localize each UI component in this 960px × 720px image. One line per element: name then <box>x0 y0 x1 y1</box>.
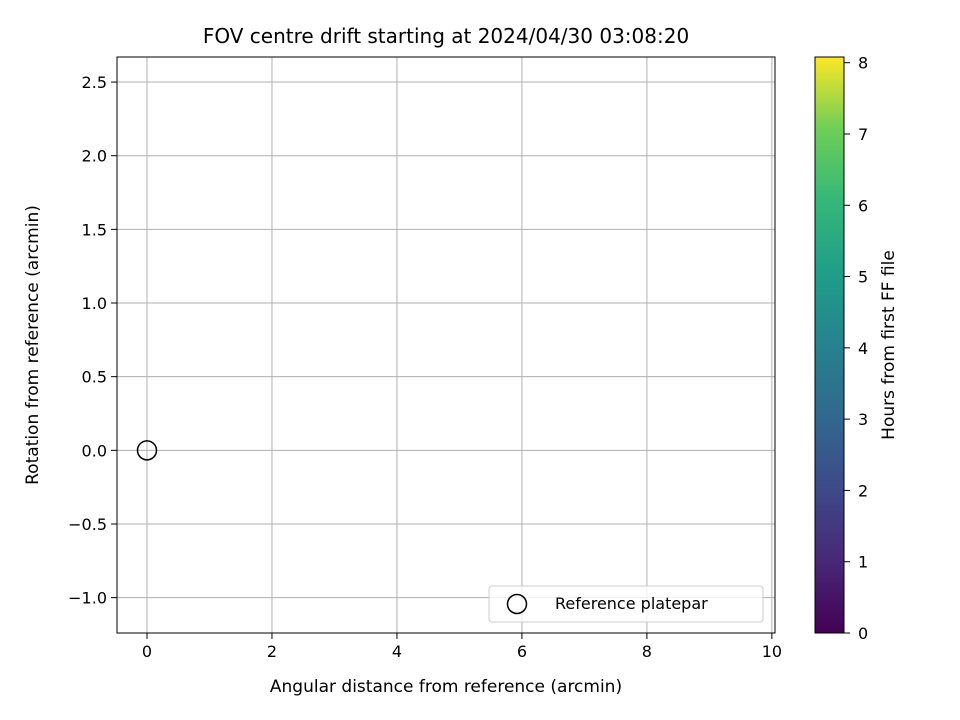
grid <box>117 57 775 633</box>
legend-box <box>488 585 764 623</box>
colorbar-ticks: 0 1 2 3 4 5 6 7 8 <box>844 54 868 643</box>
colorbar-tick-label: 3 <box>858 410 868 429</box>
plot-frame <box>116 56 776 634</box>
colorbar-tick-label: 0 <box>858 624 868 643</box>
colorbar-tick-label: 7 <box>858 125 868 144</box>
x-axis-ticks: 0 2 4 6 8 10 <box>142 633 782 661</box>
colorbar-tick-label: 4 <box>858 339 868 358</box>
y-tick-label: 1.5 <box>82 220 107 239</box>
colorbar-tick-label: 1 <box>858 553 868 572</box>
legend-label: Reference platepar <box>555 594 708 613</box>
colorbar-gradient <box>814 56 845 634</box>
x-tick-label: 8 <box>642 642 652 661</box>
x-axis-label: Angular distance from reference (arcmin) <box>270 677 622 697</box>
x-tick-label: 4 <box>392 642 402 661</box>
y-tick-label: 0.5 <box>82 368 107 387</box>
y-tick-label: 2.0 <box>82 147 107 166</box>
legend-marker-icon <box>506 593 528 615</box>
x-tick-label: 6 <box>517 642 527 661</box>
reference-marker <box>136 440 158 461</box>
colorbar-tick-label: 6 <box>858 196 868 215</box>
y-axis-ticks: −1.0 −0.5 0.0 0.5 1.0 1.5 2.0 2.5 <box>68 73 117 608</box>
colorbar-tick-label: 8 <box>858 54 868 73</box>
colorbar-tick-label: 5 <box>858 268 868 287</box>
colorbar: 0 1 2 3 4 5 6 7 8 Hours from first FF file <box>814 54 899 643</box>
y-tick-label: 2.5 <box>82 73 107 92</box>
x-tick-label: 2 <box>267 642 277 661</box>
x-tick-label: 0 <box>142 642 152 661</box>
reference-point <box>136 440 158 461</box>
legend: Reference platepar <box>488 585 764 623</box>
colorbar-tick-label: 2 <box>858 481 868 500</box>
chart-title: FOV centre drift starting at 2024/04/30 … <box>203 24 689 48</box>
y-tick-label: 1.0 <box>82 294 107 313</box>
y-tick-label: 0.0 <box>82 441 107 460</box>
colorbar-label: Hours from first FF file <box>879 250 899 440</box>
x-tick-label: 10 <box>762 642 782 661</box>
y-tick-label: −1.0 <box>68 589 107 608</box>
y-tick-label: −0.5 <box>68 515 107 534</box>
y-axis-label: Rotation from reference (arcmin) <box>23 205 43 485</box>
